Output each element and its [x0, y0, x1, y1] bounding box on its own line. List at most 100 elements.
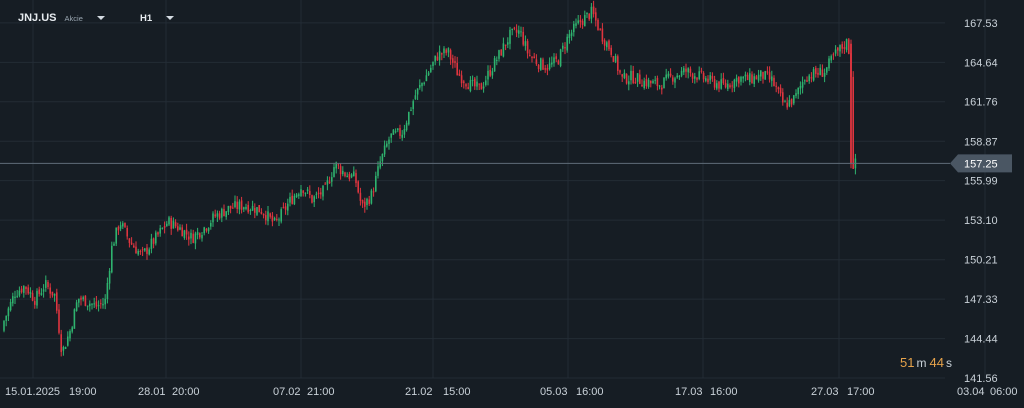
candle-body — [130, 242, 133, 245]
candle-body — [421, 83, 423, 87]
candle-body — [397, 128, 399, 131]
candle-body — [36, 290, 38, 306]
candle-body — [823, 72, 826, 77]
candle-body — [414, 95, 417, 100]
timeframe-value: H1 — [140, 12, 153, 24]
candle-body — [394, 131, 397, 133]
candle-body — [458, 73, 461, 76]
candle-body — [720, 79, 722, 89]
candle-body — [346, 175, 348, 178]
candle-body — [564, 47, 566, 49]
candle-body — [544, 68, 546, 70]
candle-body — [524, 41, 527, 46]
candle-body — [401, 134, 403, 138]
candle-body — [326, 180, 329, 185]
candle-body — [623, 72, 626, 79]
candle-body — [137, 250, 139, 255]
candle-body — [293, 195, 296, 205]
candle-body — [729, 85, 731, 88]
candle-body — [447, 48, 450, 53]
candle-body — [676, 75, 678, 78]
candle-body — [216, 213, 219, 217]
candle-body — [425, 75, 428, 82]
candle-body — [16, 295, 18, 297]
candle-body — [705, 78, 707, 81]
candle-body — [584, 15, 586, 27]
candle-body — [621, 74, 623, 77]
candle-body — [474, 78, 476, 87]
candlestick-series[interactable] — [3, 0, 857, 357]
candle-body — [172, 220, 175, 229]
candle-body — [229, 205, 232, 209]
candle-body — [841, 44, 843, 49]
candle-body — [302, 190, 304, 193]
candle-body — [656, 77, 659, 87]
candle-body — [694, 76, 696, 79]
candle-body — [804, 80, 806, 82]
candle-body — [526, 41, 529, 54]
candle-body — [614, 55, 617, 62]
candle-body — [456, 62, 458, 76]
x-axis[interactable]: 15.01.2025 19:00 28.01 20:00 07.02 21:00 21.02… — [5, 386, 1018, 398]
candle-body — [342, 170, 344, 175]
candle-body — [603, 40, 606, 46]
candle-body — [113, 243, 115, 246]
candle-body — [392, 129, 395, 135]
candle-body — [716, 83, 718, 89]
candle-body — [53, 293, 56, 296]
candle-body — [91, 303, 93, 305]
candle-body — [689, 68, 692, 73]
candle-body — [203, 227, 205, 234]
candle-body — [513, 27, 516, 29]
candle-body — [238, 201, 241, 210]
candle-body — [146, 247, 148, 254]
candle-body — [608, 40, 610, 50]
candle-body — [724, 83, 727, 88]
candle-body — [295, 194, 298, 197]
candle-body — [58, 309, 60, 333]
candle-body — [227, 205, 230, 212]
candle-body — [438, 51, 441, 61]
candle-body — [291, 195, 293, 204]
candle-body — [337, 164, 340, 166]
candle-body — [18, 290, 21, 296]
countdown-minutes: 51 — [900, 355, 915, 370]
candle-body — [353, 171, 355, 177]
candle-body — [258, 205, 260, 213]
y-axis[interactable]: 167.53 164.64 161.76 158.87 155.99 153.10 150.… — [964, 18, 998, 385]
candle-body — [38, 289, 40, 294]
candle-body — [423, 82, 425, 84]
candle-body — [555, 56, 557, 59]
candle-body — [139, 250, 142, 252]
candle-body — [84, 295, 87, 306]
candle-body — [181, 227, 183, 237]
candle-body — [262, 213, 265, 216]
candle-body — [42, 289, 45, 292]
y-tick-label: 144.44 — [964, 334, 998, 346]
x-tick-label: 06:00 — [990, 386, 1018, 398]
candle-body — [271, 215, 274, 222]
candle-body — [335, 162, 337, 169]
candle-body — [60, 334, 62, 353]
candle-body — [245, 206, 247, 209]
candle-body — [790, 98, 793, 105]
current-price-tag-shape — [950, 154, 1012, 173]
candle-body — [289, 196, 291, 203]
candle-body — [100, 303, 102, 305]
candle-body — [375, 175, 377, 192]
timeframe-selector[interactable]: H1 — [140, 8, 175, 28]
candle-body — [463, 81, 465, 83]
candle-body — [663, 77, 665, 89]
candle-body — [529, 54, 531, 56]
candle-body — [168, 217, 170, 225]
candle-body — [276, 218, 278, 220]
candle-body — [542, 59, 544, 70]
x-tick-label: 17:00 — [847, 386, 875, 398]
symbol-selector[interactable]: JNJ.US Akcie — [18, 8, 105, 28]
candle-body — [771, 76, 773, 81]
y-tick-label: 167.53 — [964, 18, 998, 30]
candle-body — [652, 80, 654, 84]
candle-body — [535, 59, 538, 65]
x-tick-label: 15:00 — [443, 386, 471, 398]
